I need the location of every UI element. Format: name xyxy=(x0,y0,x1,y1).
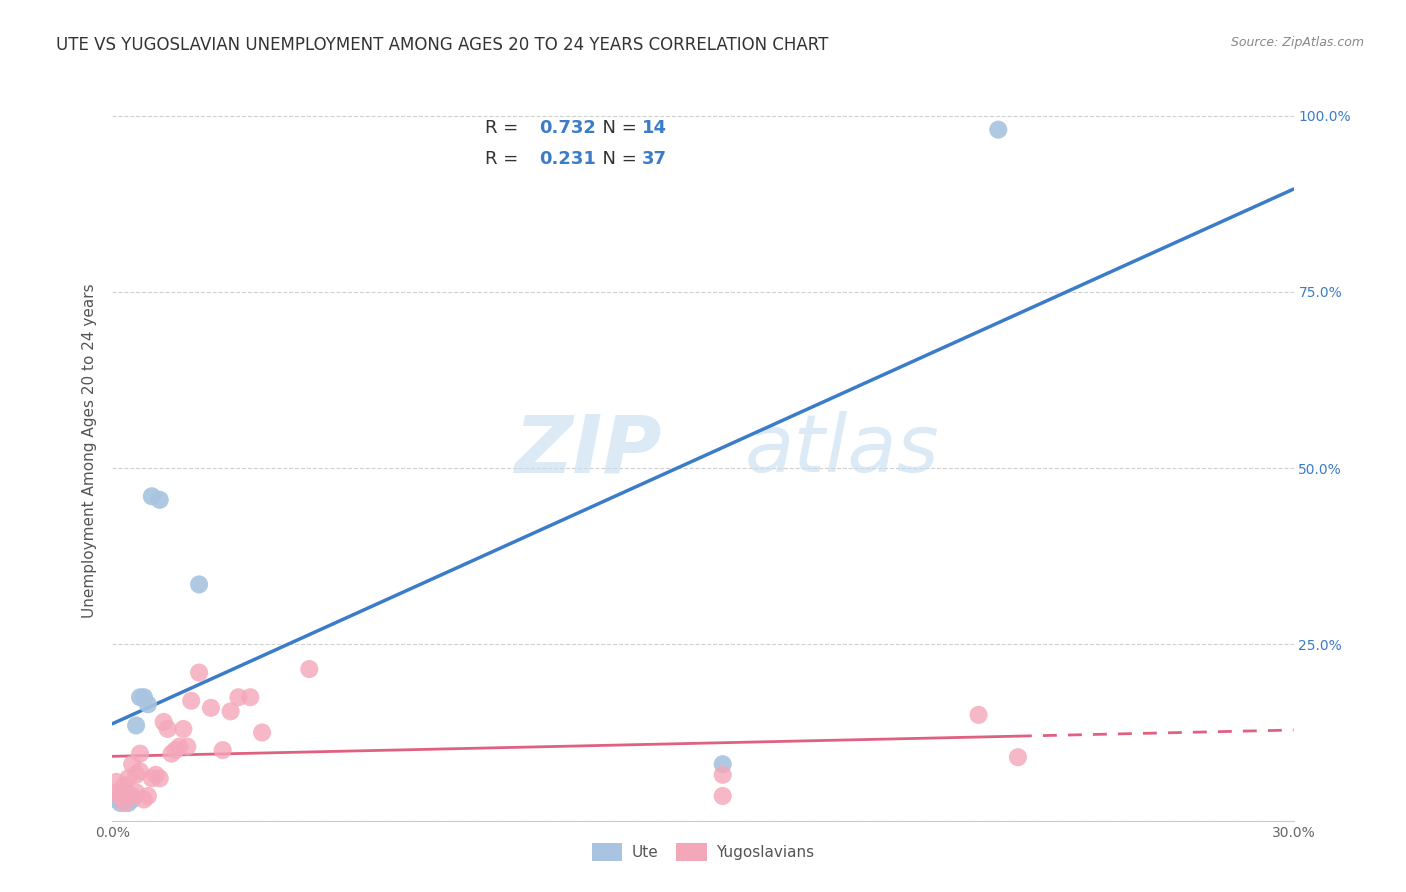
Point xyxy=(165,743,187,757)
Text: N =: N = xyxy=(591,120,643,137)
Point xyxy=(132,690,155,705)
Point xyxy=(156,722,179,736)
Legend: Ute, Yugoslavians: Ute, Yugoslavians xyxy=(583,836,823,869)
Point xyxy=(129,747,152,761)
Point xyxy=(125,768,148,782)
Point xyxy=(172,722,194,736)
Point xyxy=(125,718,148,732)
Point xyxy=(121,792,143,806)
Point xyxy=(169,739,191,754)
Point xyxy=(149,492,172,507)
Point xyxy=(200,701,222,715)
Text: 0.732: 0.732 xyxy=(538,120,596,137)
Point xyxy=(125,785,148,799)
Point xyxy=(121,757,143,772)
Point xyxy=(711,757,734,772)
Point xyxy=(136,698,159,712)
Point xyxy=(987,122,1010,136)
Point xyxy=(250,725,273,739)
Point xyxy=(129,690,152,705)
Y-axis label: Unemployment Among Ages 20 to 24 years: Unemployment Among Ages 20 to 24 years xyxy=(82,283,97,618)
Text: N =: N = xyxy=(591,151,643,169)
Text: atlas: atlas xyxy=(744,411,939,490)
Point xyxy=(105,792,128,806)
Text: R =: R = xyxy=(485,120,523,137)
Point xyxy=(105,785,128,799)
Text: R =: R = xyxy=(485,151,523,169)
Point xyxy=(112,796,135,810)
Point xyxy=(117,796,139,810)
Text: 37: 37 xyxy=(641,151,666,169)
Point xyxy=(160,747,183,761)
Text: Source: ZipAtlas.com: Source: ZipAtlas.com xyxy=(1230,36,1364,49)
Point xyxy=(219,704,242,718)
Point xyxy=(145,768,167,782)
Text: ZIP: ZIP xyxy=(515,411,662,490)
Point xyxy=(110,789,132,803)
Point xyxy=(711,768,734,782)
Point xyxy=(176,739,198,754)
Point xyxy=(228,690,250,705)
Text: 0.231: 0.231 xyxy=(538,151,596,169)
Point xyxy=(110,796,132,810)
Text: UTE VS YUGOSLAVIAN UNEMPLOYMENT AMONG AGES 20 TO 24 YEARS CORRELATION CHART: UTE VS YUGOSLAVIAN UNEMPLOYMENT AMONG AG… xyxy=(56,36,828,54)
Point xyxy=(105,775,128,789)
Point xyxy=(211,743,233,757)
Point xyxy=(117,772,139,786)
Point xyxy=(149,772,172,786)
Point xyxy=(121,789,143,803)
Point xyxy=(188,665,211,680)
Text: 14: 14 xyxy=(641,120,666,137)
Point xyxy=(112,785,135,799)
Point xyxy=(136,789,159,803)
Point xyxy=(188,577,211,591)
Point xyxy=(298,662,321,676)
Point xyxy=(141,772,163,786)
Point xyxy=(141,489,163,503)
Point xyxy=(711,789,734,803)
Point xyxy=(180,694,202,708)
Point xyxy=(112,778,135,792)
Point xyxy=(132,792,155,806)
Point xyxy=(152,714,174,729)
Point xyxy=(967,707,990,722)
Point xyxy=(129,764,152,779)
Point xyxy=(1007,750,1029,764)
Point xyxy=(239,690,262,705)
